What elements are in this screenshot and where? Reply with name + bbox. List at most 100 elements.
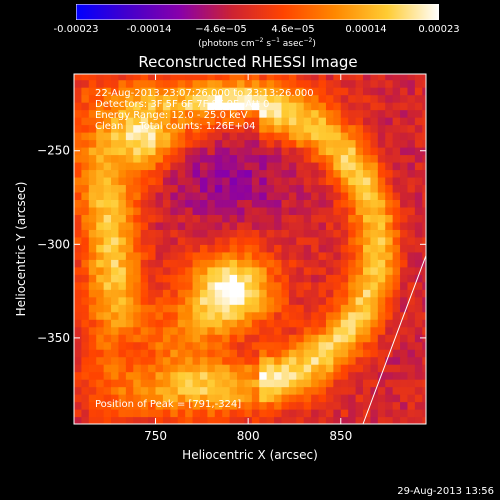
heatmap-cell xyxy=(140,386,149,395)
heatmap-cell xyxy=(118,176,127,186)
heatmap-cell xyxy=(377,79,386,88)
heatmap-cell xyxy=(274,379,283,388)
heatmap-cell xyxy=(414,154,423,163)
heatmap-cell xyxy=(214,394,223,403)
heatmap-cell xyxy=(385,416,394,424)
heatmap-cell xyxy=(400,221,409,230)
heatmap-cell xyxy=(303,74,312,81)
heatmap-cell xyxy=(274,251,283,260)
heatmap-cell xyxy=(288,356,297,365)
heatmap-cell xyxy=(244,349,253,358)
heatmap-cell xyxy=(125,74,134,81)
heatmap-cell xyxy=(81,154,90,163)
heatmap-cell xyxy=(407,409,416,418)
heatmap-cell xyxy=(266,184,275,193)
heatmap-cell xyxy=(318,289,327,298)
heatmap-cell xyxy=(170,296,179,305)
heatmap-cell xyxy=(170,364,179,373)
heatmap-cell xyxy=(185,132,194,141)
heatmap-cell xyxy=(88,371,97,380)
heatmap-cell xyxy=(281,386,290,395)
heatmap-cell xyxy=(318,416,327,424)
heatmap-cell xyxy=(133,319,142,328)
heatmap-cell xyxy=(155,251,164,260)
heatmap-cell xyxy=(133,161,142,171)
heatmap-cell xyxy=(199,74,208,81)
colorbar-tick-label: -0.00014 xyxy=(126,24,172,35)
heatmap-cell xyxy=(311,289,320,298)
heatmap-cell xyxy=(333,281,342,290)
heatmap-cell xyxy=(281,206,290,215)
heatmap-cell xyxy=(422,409,426,418)
heatmap-cell xyxy=(118,296,127,305)
heatmap-cell xyxy=(288,109,297,118)
heatmap-cell xyxy=(400,401,409,410)
heatmap-cell xyxy=(237,334,246,343)
heatmap-cell xyxy=(318,401,327,410)
heatmap-cell xyxy=(385,266,394,275)
heatmap-cell xyxy=(414,94,423,103)
heatmap-cell xyxy=(155,214,164,223)
heatmap-cell xyxy=(162,281,171,290)
heatmap-cell xyxy=(355,319,364,328)
heatmap-cell xyxy=(392,311,401,320)
heatmap-cell xyxy=(355,184,364,193)
heatmap-cell xyxy=(192,349,201,358)
heatmap-cell xyxy=(274,109,283,118)
heatmap-cell xyxy=(237,281,246,290)
heatmap-cell xyxy=(281,191,290,200)
heatmap-cell xyxy=(222,326,231,335)
heatmap-cell xyxy=(363,79,372,88)
heatmap-cell xyxy=(199,154,208,163)
heatmap-cell xyxy=(385,251,394,260)
heatmap-cell xyxy=(333,139,342,148)
heatmap-cell xyxy=(96,266,105,275)
heatmap-cell xyxy=(244,386,253,395)
heatmap-cell xyxy=(355,304,364,313)
heatmap-cell xyxy=(81,326,90,335)
heatmap-cell xyxy=(333,311,342,320)
heatmap-cell xyxy=(229,206,238,215)
heatmap-cell xyxy=(214,251,223,260)
heatmap-cell xyxy=(96,409,105,418)
annotation-detectors: Detectors: 3F 5F 6F 7F 8F 9F, Att 0 xyxy=(95,99,269,110)
heatmap-cell xyxy=(207,401,216,410)
x-tick-label: 800 xyxy=(237,429,260,443)
heatmap-cell xyxy=(81,386,90,395)
heatmap-cell xyxy=(274,319,283,328)
heatmap-cell xyxy=(377,416,386,424)
heatmap-cell xyxy=(103,102,112,111)
heatmap-cell xyxy=(244,94,253,103)
heatmap-cell xyxy=(392,386,401,395)
heatmap-cell xyxy=(140,124,149,133)
heatmap-cell xyxy=(363,124,372,133)
heatmap-cell xyxy=(259,79,268,88)
heatmap-cell xyxy=(177,229,186,238)
solar-limb xyxy=(362,255,426,424)
heatmap-cell xyxy=(296,184,305,193)
heatmap-cell xyxy=(74,124,83,133)
heatmap-cell xyxy=(348,184,357,193)
heatmap-cell xyxy=(281,281,290,290)
heatmap-cell xyxy=(214,206,223,215)
heatmap-cell xyxy=(288,117,297,126)
heatmap-cell xyxy=(74,274,83,283)
heatmap-cell xyxy=(103,161,112,171)
heatmap-cell xyxy=(414,274,423,283)
heatmap-cell xyxy=(400,214,409,223)
heatmap-cell xyxy=(237,349,246,358)
heatmap-cell xyxy=(244,154,253,163)
heatmap-cell xyxy=(318,364,327,373)
heatmap-cell xyxy=(422,132,426,141)
heatmap-cell xyxy=(274,274,283,283)
heatmap-cell xyxy=(400,371,409,380)
heatmap-cell xyxy=(177,409,186,418)
heatmap-cell xyxy=(422,386,426,395)
heatmap-cell xyxy=(222,132,231,141)
heatmap-cell xyxy=(311,199,320,208)
heatmap-cell xyxy=(244,311,253,320)
heatmap-cell xyxy=(355,146,364,156)
heatmap-cell xyxy=(274,117,283,126)
heatmap-cell xyxy=(111,214,120,223)
heatmap-cell xyxy=(162,236,171,245)
